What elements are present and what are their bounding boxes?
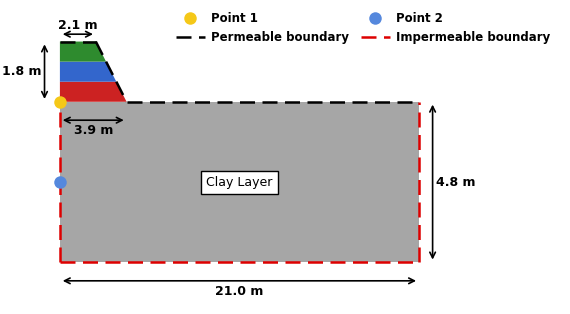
Text: 4.8 m: 4.8 m <box>436 176 475 189</box>
Text: 2.1 m: 2.1 m <box>58 19 97 31</box>
Text: 21.0 m: 21.0 m <box>215 285 263 298</box>
Polygon shape <box>60 82 127 102</box>
Polygon shape <box>60 41 106 62</box>
Polygon shape <box>60 62 116 82</box>
Legend: Point 1, Permeable boundary, Point 2, Impermeable boundary: Point 1, Permeable boundary, Point 2, Im… <box>171 7 555 49</box>
Text: 3.9 m: 3.9 m <box>74 124 113 137</box>
Text: 1.8 m: 1.8 m <box>2 65 42 78</box>
Text: Clay Layer: Clay Layer <box>206 176 272 189</box>
Bar <box>60 102 419 263</box>
